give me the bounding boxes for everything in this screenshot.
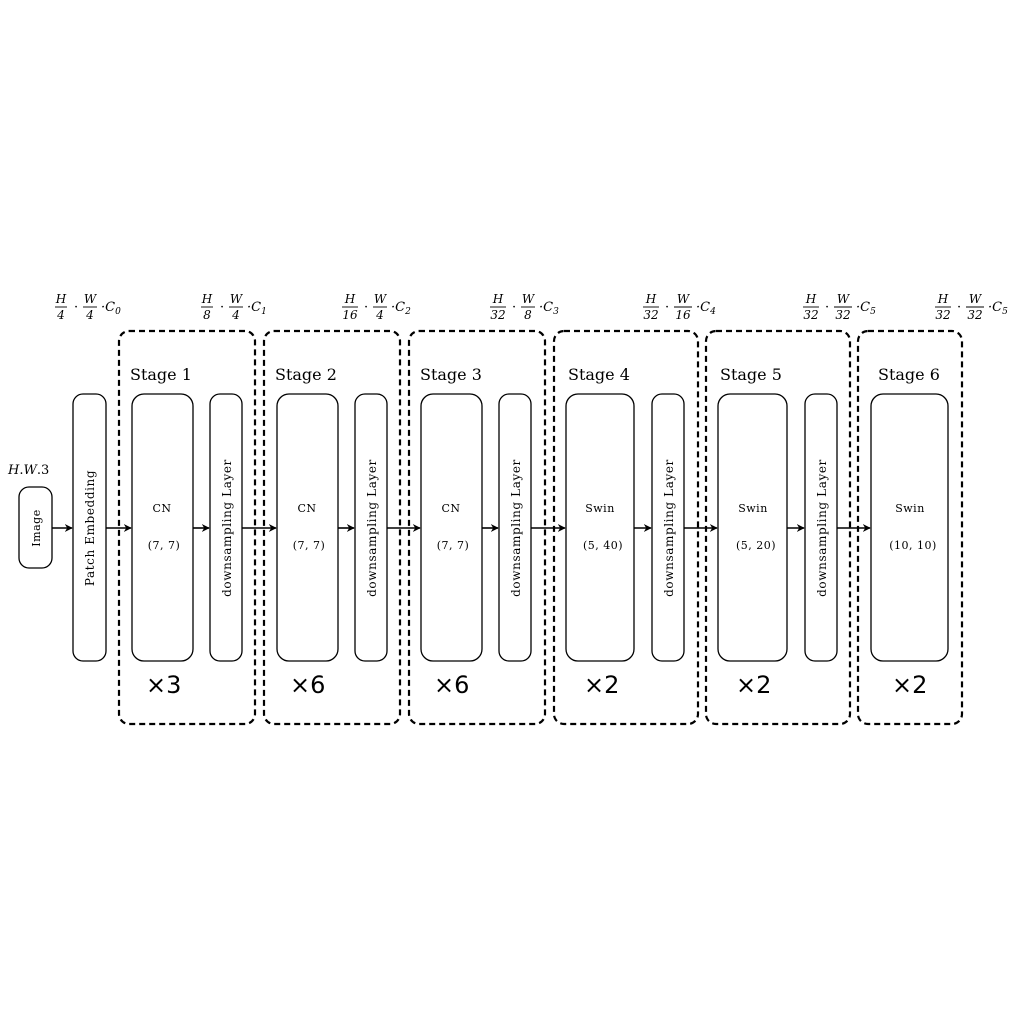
stage-6-container: [856, 329, 964, 726]
svg-text:·C4: ·C4: [696, 300, 716, 317]
svg-text:32: 32: [643, 308, 658, 322]
stage-6-block-label: Swin: [895, 502, 925, 515]
dims-4: H 32 · W 16 ·C4: [643, 292, 716, 322]
stage-5-title: Stage 5: [720, 365, 782, 384]
svg-text:H: H: [344, 292, 356, 306]
stage-6-params: (10, 10): [889, 539, 937, 552]
svg-text:W: W: [677, 292, 691, 306]
svg-text:32: 32: [935, 308, 950, 322]
stage-2-title: Stage 2: [275, 365, 337, 384]
stage-2-block: [276, 393, 339, 662]
svg-text:·: ·: [957, 300, 961, 315]
svg-text:·: ·: [220, 300, 224, 315]
svg-text:4: 4: [85, 308, 94, 322]
svg-text:4: 4: [231, 308, 240, 322]
stage-4-params: (5, 40): [583, 539, 623, 552]
svg-text:·C2: ·C2: [391, 300, 411, 317]
stage-6-repeat: ×2: [892, 671, 927, 699]
svg-text:·C1: ·C1: [247, 300, 267, 317]
stage-5-repeat: ×2: [736, 671, 771, 699]
svg-text:8: 8: [203, 308, 211, 322]
stage-2-params: (7, 7): [293, 539, 326, 552]
stage-3-downsampling-label: downsampling Layer: [509, 459, 523, 597]
svg-text:H: H: [492, 292, 504, 306]
svg-text:32: 32: [835, 308, 850, 322]
stage-4-block: [565, 393, 635, 662]
stage-4-title: Stage 4: [568, 365, 630, 384]
stage-1-downsampling-label: downsampling Layer: [220, 459, 234, 597]
stage-5-block-label: Swin: [738, 502, 768, 515]
stage-5-params: (5, 20): [736, 539, 776, 552]
stage-6-title: Stage 6: [878, 365, 940, 384]
svg-text:4: 4: [375, 308, 384, 322]
stage-5-block: [717, 393, 788, 662]
stage-3-params: (7, 7): [437, 539, 470, 552]
dims-0: H 4 · W 4 ·C0: [55, 292, 121, 322]
svg-text:W: W: [374, 292, 388, 306]
stage-4-downsampling-label: downsampling Layer: [662, 459, 676, 597]
svg-text:H: H: [55, 292, 67, 306]
stage-1-container: [117, 329, 257, 726]
svg-text:·C0: ·C0: [101, 300, 121, 317]
svg-text:·C5: ·C5: [856, 300, 876, 317]
svg-text:·C3: ·C3: [539, 300, 559, 317]
stage-3-repeat: ×6: [434, 671, 469, 699]
stage-4-block-label: Swin: [585, 502, 615, 515]
stage-3-block-label: CN: [441, 502, 460, 515]
svg-text:·: ·: [825, 300, 829, 315]
stage-1-repeat: ×3: [146, 671, 181, 699]
stage-5-downsampling-label: downsampling Layer: [815, 459, 829, 597]
svg-text:32: 32: [803, 308, 818, 322]
stage-3-title: Stage 3: [420, 365, 482, 384]
stage-4-repeat: ×2: [584, 671, 619, 699]
stage-6-block: [870, 393, 949, 662]
dims-5: H 32 · W 32 ·C5: [803, 292, 876, 322]
stage-2-repeat: ×6: [290, 671, 325, 699]
svg-text:·: ·: [512, 300, 516, 315]
svg-text:·C5: ·C5: [988, 300, 1008, 317]
svg-text:W: W: [230, 292, 244, 306]
svg-text:H: H: [645, 292, 657, 306]
stage-1-title: Stage 1: [130, 365, 192, 384]
svg-text:16: 16: [342, 308, 358, 322]
svg-text:4: 4: [56, 308, 65, 322]
svg-text:W: W: [969, 292, 983, 306]
svg-text:·: ·: [364, 300, 368, 315]
svg-text:·: ·: [74, 300, 78, 315]
stage-4-container: [552, 329, 700, 726]
stage-1-block-label: CN: [152, 502, 171, 515]
stage-3-container: [407, 329, 547, 726]
svg-text:W: W: [522, 292, 536, 306]
svg-text:H: H: [937, 292, 949, 306]
dims-1: H 8 · W 4 ·C1: [201, 292, 267, 322]
svg-text:32: 32: [967, 308, 982, 322]
stage-2-container: [262, 329, 402, 726]
dims-6: H 32 · W 32 ·C5: [935, 292, 1008, 322]
svg-text:H: H: [805, 292, 817, 306]
stage-2-block-label: CN: [297, 502, 316, 515]
stage-3-block: [420, 393, 483, 662]
svg-text:H: H: [201, 292, 213, 306]
patch-embedding-label: Patch Embedding: [83, 470, 97, 586]
svg-text:8: 8: [524, 308, 532, 322]
input-dims: H.W.3: [7, 463, 49, 478]
svg-text:W: W: [84, 292, 98, 306]
svg-text:16: 16: [675, 308, 691, 322]
dims-2: H 16 · W 4 ·C2: [342, 292, 411, 322]
dims-3: H 32 · W 8 ·C3: [490, 292, 559, 322]
image-label: Image: [30, 509, 43, 546]
stage-1-block: [131, 393, 194, 662]
svg-text:·: ·: [665, 300, 669, 315]
svg-text:W: W: [837, 292, 851, 306]
stage-2-downsampling-label: downsampling Layer: [365, 459, 379, 597]
svg-text:32: 32: [490, 308, 505, 322]
stage-1-params: (7, 7): [148, 539, 181, 552]
